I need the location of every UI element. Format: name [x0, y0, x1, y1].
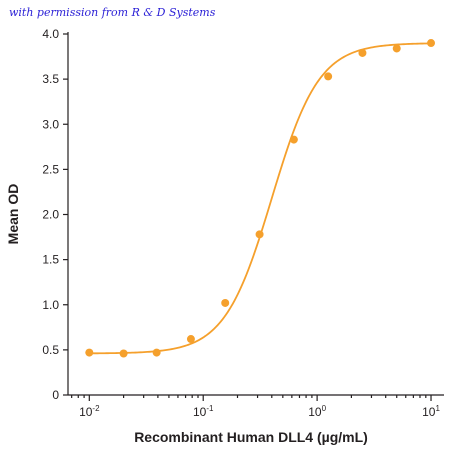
y-tick-label: 0 [52, 388, 59, 402]
data-point [221, 298, 230, 307]
data-point [289, 135, 298, 144]
y-tick-label: 3.5 [42, 72, 59, 86]
watermark-text: with permission from R & D Systems [9, 6, 216, 19]
y-tick-label: 1.5 [42, 253, 59, 267]
x-tick-label: 10-1 [193, 404, 214, 419]
x-tick-label: 100 [308, 404, 326, 419]
data-point [186, 335, 195, 344]
data-point [255, 230, 264, 239]
y-tick-label: 0.5 [42, 343, 59, 357]
data-point [427, 39, 436, 48]
y-tick-label: 2.5 [42, 162, 59, 176]
data-point [392, 44, 401, 53]
x-tick-label: 10-2 [79, 404, 100, 419]
data-point [119, 349, 128, 358]
x-axis-title: Recombinant Human DLL4 (µg/mL) [134, 429, 368, 445]
data-point [324, 72, 333, 81]
x-axis: 10-2 10-1 100 101 [68, 394, 444, 419]
data-point [152, 348, 161, 357]
y-axis: 0 0.5 1.0 1.5 2.0 2.5 3.0 3.5 4.0 [42, 27, 69, 402]
y-tick-label: 1.0 [42, 298, 59, 312]
data-point [85, 348, 94, 357]
y-axis-title: Mean OD [5, 184, 21, 245]
data-points [85, 39, 436, 358]
x-tick-label: 101 [422, 404, 440, 419]
y-tick-label: 3.0 [42, 117, 59, 131]
data-point [358, 48, 367, 57]
fit-curve [89, 42, 432, 355]
y-tick-label: 2.0 [42, 208, 59, 222]
y-tick-label: 4.0 [42, 27, 59, 41]
